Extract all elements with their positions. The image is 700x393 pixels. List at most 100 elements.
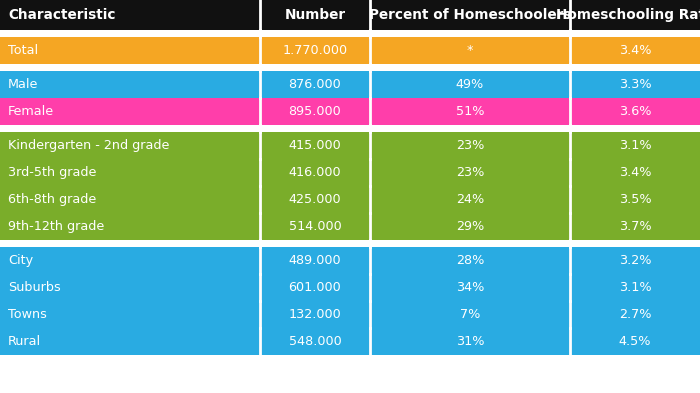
Bar [370, 301, 570, 328]
Text: 3.7%: 3.7% [619, 220, 651, 233]
Text: 1.770.000: 1.770.000 [282, 44, 347, 57]
Text: 3.5%: 3.5% [619, 193, 651, 206]
Bar [570, 159, 700, 186]
Text: Homeschooling Rate: Homeschooling Rate [556, 8, 700, 22]
Text: 4.5%: 4.5% [619, 335, 651, 348]
Bar [0, 247, 260, 274]
Text: 601.000: 601.000 [288, 281, 342, 294]
Text: 416.000: 416.000 [288, 166, 342, 179]
Bar [0, 213, 260, 240]
Text: 28%: 28% [456, 254, 484, 267]
Bar [0, 71, 260, 98]
Bar [370, 71, 570, 98]
Bar [260, 64, 370, 71]
Text: 7%: 7% [460, 308, 480, 321]
Bar [570, 98, 700, 125]
Bar [570, 240, 700, 247]
Text: 3.4%: 3.4% [619, 166, 651, 179]
Text: 23%: 23% [456, 139, 484, 152]
Bar [570, 355, 700, 362]
Bar [570, 0, 700, 30]
Bar [0, 186, 260, 213]
Text: 514.000: 514.000 [288, 220, 342, 233]
Bar [0, 274, 260, 301]
Bar [370, 328, 570, 355]
Bar [260, 0, 370, 30]
Bar [370, 159, 570, 186]
Text: 548.000: 548.000 [288, 335, 342, 348]
Bar [0, 0, 260, 30]
Bar [570, 64, 700, 71]
Text: 23%: 23% [456, 166, 484, 179]
Text: *: * [467, 44, 473, 57]
Text: 3.1%: 3.1% [619, 281, 651, 294]
Text: 3.6%: 3.6% [619, 105, 651, 118]
Bar [370, 64, 570, 71]
Bar [260, 247, 370, 274]
Bar [570, 274, 700, 301]
Text: 34%: 34% [456, 281, 484, 294]
Text: 425.000: 425.000 [288, 193, 342, 206]
Bar [0, 64, 260, 71]
Bar [570, 328, 700, 355]
Text: Percent of Homeschoolers: Percent of Homeschoolers [369, 8, 571, 22]
Bar [260, 186, 370, 213]
Text: 31%: 31% [456, 335, 484, 348]
Bar [370, 30, 570, 37]
Bar [260, 274, 370, 301]
Text: 51%: 51% [456, 105, 484, 118]
Bar [370, 125, 570, 132]
Bar [570, 30, 700, 37]
Bar [370, 355, 570, 362]
Bar [0, 98, 260, 125]
Bar [570, 301, 700, 328]
Bar [0, 37, 260, 64]
Text: Male: Male [8, 78, 38, 91]
Bar [260, 240, 370, 247]
Text: 49%: 49% [456, 78, 484, 91]
Text: 3.3%: 3.3% [619, 78, 651, 91]
Bar [370, 186, 570, 213]
Bar [0, 132, 260, 159]
Bar [570, 132, 700, 159]
Bar [570, 71, 700, 98]
Bar [570, 213, 700, 240]
Bar [260, 301, 370, 328]
Text: 876.000: 876.000 [288, 78, 342, 91]
Bar [370, 0, 570, 30]
Bar [570, 37, 700, 64]
Text: 3.2%: 3.2% [619, 254, 651, 267]
Bar [260, 125, 370, 132]
Text: Number: Number [284, 8, 346, 22]
Bar [370, 247, 570, 274]
Bar [260, 355, 370, 362]
Text: 3rd-5th grade: 3rd-5th grade [8, 166, 97, 179]
Text: 24%: 24% [456, 193, 484, 206]
Bar [260, 213, 370, 240]
Bar [260, 159, 370, 186]
Bar [370, 132, 570, 159]
Text: 489.000: 489.000 [288, 254, 342, 267]
Text: 132.000: 132.000 [288, 308, 342, 321]
Text: 3.1%: 3.1% [619, 139, 651, 152]
Bar [570, 186, 700, 213]
Bar [0, 240, 260, 247]
Text: 2.7%: 2.7% [619, 308, 651, 321]
Bar [370, 213, 570, 240]
Text: 415.000: 415.000 [288, 139, 342, 152]
Bar [0, 301, 260, 328]
Text: Female: Female [8, 105, 54, 118]
Text: Towns: Towns [8, 308, 47, 321]
Text: 9th-12th grade: 9th-12th grade [8, 220, 104, 233]
Text: 6th-8th grade: 6th-8th grade [8, 193, 97, 206]
Bar [370, 274, 570, 301]
Bar [370, 98, 570, 125]
Bar [260, 98, 370, 125]
Text: City: City [8, 254, 33, 267]
Text: Total: Total [8, 44, 38, 57]
Bar [260, 30, 370, 37]
Text: Rural: Rural [8, 335, 41, 348]
Bar [370, 240, 570, 247]
Bar [570, 247, 700, 274]
Bar [370, 37, 570, 64]
